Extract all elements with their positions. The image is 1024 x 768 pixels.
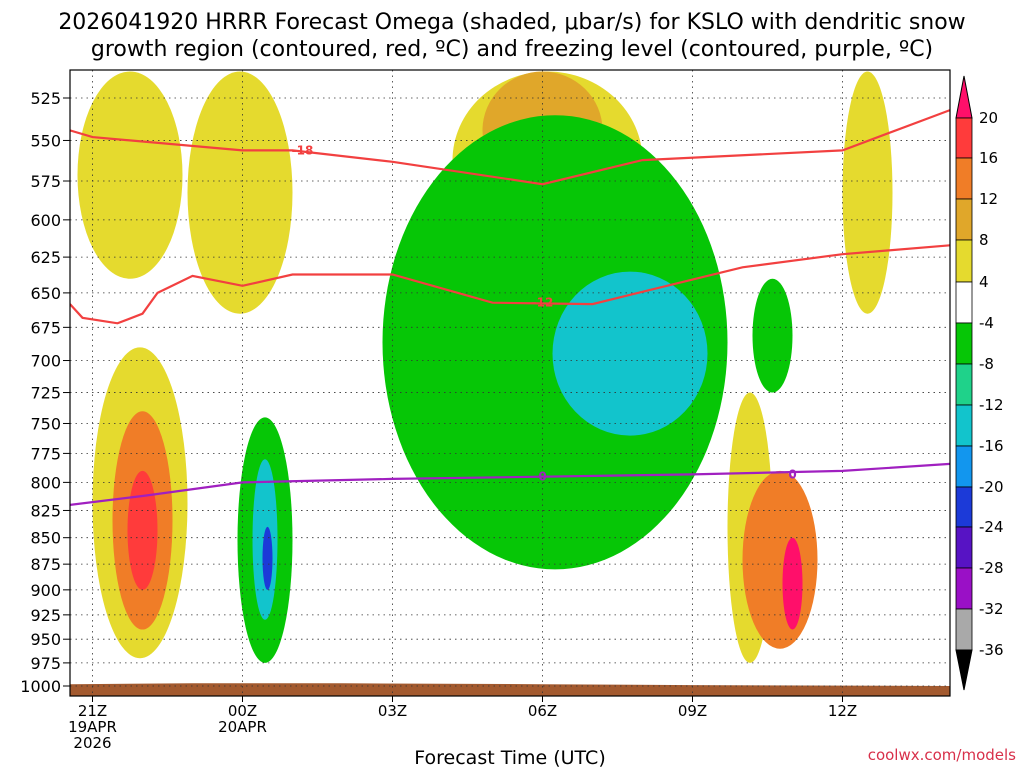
- y-tick-label: 925: [30, 606, 61, 625]
- y-tick-label: 625: [30, 248, 61, 267]
- credit-text: coolwx.com/models: [868, 746, 1016, 764]
- label-freezing-0: 0: [538, 470, 546, 484]
- omega-region-positive-8: [742, 470, 818, 649]
- omega-region-positive-9: [782, 537, 803, 630]
- x-tick-label: 19APR: [68, 718, 117, 736]
- colorbar-bin: [955, 363, 973, 406]
- omega-region-positive-1: [187, 71, 293, 314]
- y-tick-label: 750: [30, 414, 61, 433]
- y-tick-label: 775: [30, 444, 61, 463]
- temperature-contours: -18 -12 0 0: [70, 109, 950, 506]
- x-tick-label: 20APR: [218, 718, 267, 736]
- x-tick-label: 2026: [73, 734, 111, 752]
- colorbar-label: 4: [979, 273, 989, 291]
- y-tick-label: 725: [30, 384, 61, 403]
- omega-region-negative-13: [752, 278, 793, 393]
- colorbar-label: -24: [979, 518, 1004, 536]
- x-tick-label: 06Z: [528, 702, 557, 720]
- y-tick-label: 675: [30, 318, 61, 337]
- colorbar-label: -4: [979, 314, 994, 332]
- y-tick-label: 550: [30, 131, 61, 150]
- x-tick-label: 09Z: [678, 702, 707, 720]
- x-tick-label: 00Z: [228, 702, 257, 720]
- omega-region-positive-4: [127, 470, 158, 590]
- x-axis-title: Forecast Time (UTC): [414, 747, 605, 768]
- x-tick-label: 12Z: [828, 702, 857, 720]
- colorbar-bin: [955, 445, 973, 488]
- omega-region-negative-12: [552, 271, 708, 436]
- colorbar-label: -32: [979, 600, 1004, 618]
- omega-region-negative-16: [262, 526, 273, 590]
- y-tick-label: 600: [30, 211, 61, 230]
- colorbar-bottom-triangle: [955, 649, 973, 691]
- colorbar-bin: [955, 157, 973, 200]
- terrain-band: [70, 683, 950, 696]
- colorbar-bin: [955, 198, 973, 241]
- colorbar: 20 16 12 8 4 -4 -8 -12 -16 -20 -24 -28 -32 -36: [955, 75, 1004, 691]
- isotherm-minus-18: [70, 109, 950, 186]
- y-tick-label: 1000: [20, 677, 61, 696]
- y-tick-label: 700: [30, 352, 61, 371]
- colorbar-bin: [955, 486, 973, 528]
- y-tick-label: 575: [30, 172, 61, 191]
- y-axis: 525 550 575 600 625 650 675 700 725 750 775 800 825 8…: [20, 89, 70, 696]
- colorbar-label: -8: [979, 355, 994, 373]
- colorbar-top-triangle: [955, 75, 973, 119]
- y-tick-label: 650: [30, 284, 61, 303]
- y-tick-label: 850: [30, 529, 61, 548]
- omega-shading: [77, 71, 893, 663]
- colorbar-bin: [955, 567, 973, 610]
- colorbar-label: 12: [979, 190, 998, 208]
- chart-title-line2: growth region (contoured, red, ºC) and f…: [91, 37, 933, 62]
- label-minus-18: -18: [292, 143, 314, 157]
- terrain: [70, 683, 950, 696]
- grid-lines: [70, 70, 950, 696]
- label-minus-12: -12: [532, 296, 554, 310]
- omega-region-positive-0: [77, 71, 183, 279]
- chart-title-line1: 2026041920 HRRR Forecast Omega (shaded, …: [58, 10, 965, 35]
- y-tick-label: 950: [30, 630, 61, 649]
- freezing-level-line: [70, 462, 950, 506]
- y-tick-label: 825: [30, 501, 61, 520]
- y-tick-label: 525: [30, 89, 61, 108]
- colorbar-bin: [955, 526, 973, 569]
- colorbar-bin: [955, 608, 973, 651]
- colorbar-bin: [955, 117, 973, 159]
- colorbar-label: -12: [979, 396, 1004, 414]
- colorbar-bin: [955, 404, 973, 447]
- label-freezing-0b: 0: [788, 467, 796, 481]
- colorbar-label: 16: [979, 149, 998, 167]
- isotherm-minus-12: [70, 244, 950, 325]
- omega-region-positive-10: [842, 71, 893, 314]
- colorbar-label: -36: [979, 641, 1004, 659]
- y-tick-label: 975: [30, 654, 61, 673]
- y-tick-label: 900: [30, 581, 61, 600]
- colorbar-label: -16: [979, 437, 1004, 455]
- y-tick-label: 875: [30, 555, 61, 574]
- colorbar-label: -28: [979, 559, 1004, 577]
- colorbar-label: 20: [979, 109, 998, 127]
- colorbar-bin: [955, 239, 973, 283]
- colorbar-bin: [955, 281, 973, 324]
- colorbar-label: -20: [979, 478, 1004, 496]
- x-tick-label: 03Z: [378, 702, 407, 720]
- colorbar-label: 8: [979, 231, 989, 249]
- x-tick-label: 21Z: [78, 702, 107, 720]
- y-tick-label: 800: [30, 473, 61, 492]
- plot-frame: [69, 69, 951, 697]
- colorbar-bin: [955, 322, 973, 365]
